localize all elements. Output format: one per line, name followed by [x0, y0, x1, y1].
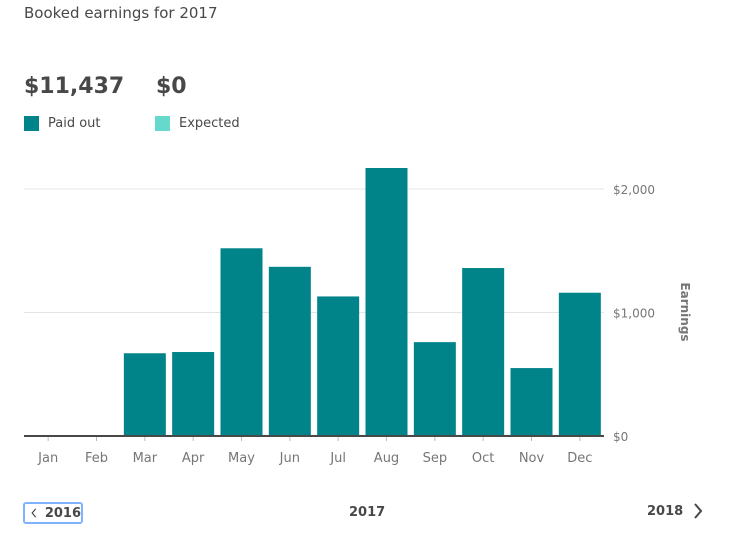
legend-paid-out-label: Paid out [48, 116, 101, 131]
bar [220, 248, 263, 436]
paid-out-total: $11,437 [24, 74, 125, 99]
x-tick-label: Feb [85, 451, 108, 466]
chevron-left-icon [31, 508, 37, 518]
y-tick-label: $2,000 [613, 183, 655, 197]
bar [510, 368, 553, 436]
x-tick-label: Apr [182, 451, 205, 466]
x-tick-label: Dec [567, 451, 592, 466]
x-tick-label: Jul [329, 451, 346, 466]
bar [558, 292, 601, 436]
legend-expected-label: Expected [179, 116, 240, 131]
prev-year-button[interactable]: 2016 [23, 502, 83, 524]
current-year-label: 2017 [349, 505, 386, 520]
chevron-right-icon [694, 503, 703, 519]
earnings-chart: $0 $1,000 $2,000 Jan Feb Mar Apr May Jun Jul Aug Se… [24, 168, 692, 466]
x-tick-label: Jun [279, 451, 300, 466]
x-tick-label: Nov [519, 451, 545, 466]
prev-year-label: 2016 [44, 505, 81, 521]
bar [123, 353, 166, 436]
legend-expected: Expected [155, 116, 240, 131]
bar [462, 268, 505, 436]
y-axis-title: Earnings [678, 282, 692, 341]
chart-title: Booked earnings for 2017 [24, 4, 218, 22]
expected-total: $0 [156, 74, 187, 99]
x-tick-label: Mar [133, 451, 158, 466]
x-tick-label: Aug [374, 451, 399, 466]
next-year-label: 2018 [647, 503, 684, 519]
x-tick-label: Sep [423, 451, 448, 466]
y-tick-label: $0 [613, 430, 628, 444]
expected-swatch [155, 116, 170, 131]
bar [172, 352, 215, 436]
next-year-button[interactable]: 2018 [647, 503, 703, 519]
bar [365, 168, 408, 436]
x-tick-label: Oct [472, 451, 494, 466]
paid-out-swatch [24, 116, 39, 131]
bar [413, 342, 456, 436]
bar [317, 296, 360, 436]
legend-paid-out: Paid out [24, 116, 101, 131]
y-tick-label: $1,000 [613, 307, 655, 321]
x-tick-label: Jan [37, 451, 58, 466]
x-tick-label: May [228, 451, 255, 466]
bar [268, 266, 311, 436]
